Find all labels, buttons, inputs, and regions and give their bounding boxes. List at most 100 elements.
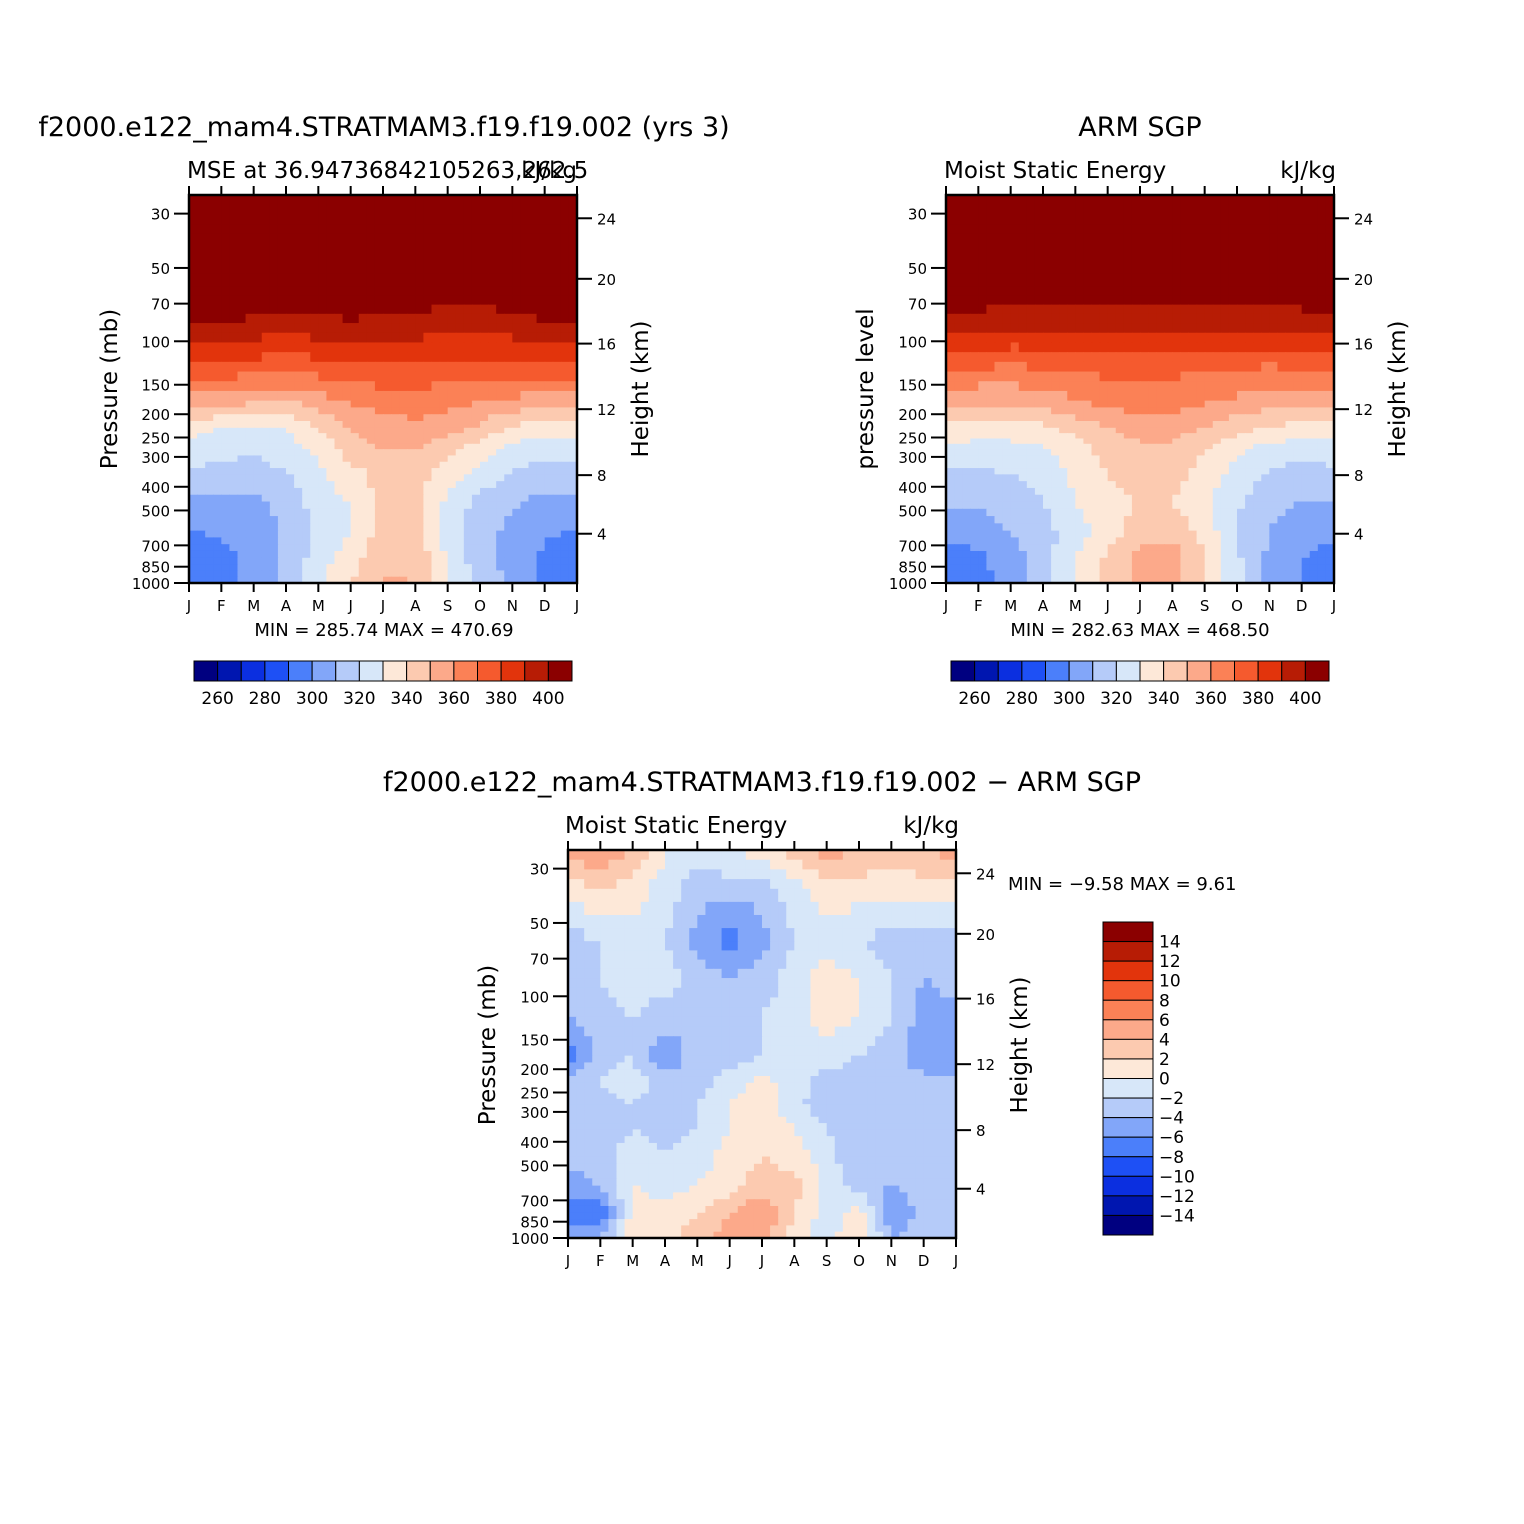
- contour-cell: [189, 474, 198, 482]
- contour-cell: [528, 523, 538, 532]
- contour-cell: [455, 438, 465, 445]
- contour-cell: [480, 557, 489, 565]
- contour-cell: [1140, 455, 1149, 463]
- panel-model-ylabel: Pressure (mb): [97, 309, 123, 469]
- contour-cell: [954, 361, 963, 373]
- contour-cell: [970, 342, 979, 353]
- contour-cell: [946, 537, 955, 545]
- contour-cell: [1018, 443, 1028, 450]
- contour-cell: [415, 407, 425, 415]
- contour-cell: [302, 313, 311, 324]
- contour-cell: [1018, 438, 1028, 445]
- contour-cell: [391, 523, 400, 532]
- contour-cell: [504, 537, 513, 545]
- contour-cell: [383, 508, 392, 517]
- contour-cell: [962, 407, 971, 415]
- contour-cell: [1293, 468, 1303, 475]
- contour-cell: [1325, 224, 1335, 235]
- contour-cell: [1220, 421, 1230, 429]
- contour-cell: [1059, 390, 1068, 402]
- contour-cell: [480, 323, 489, 334]
- contour-cell: [1083, 407, 1093, 415]
- contour-cell: [366, 352, 376, 363]
- contour-cell: [431, 508, 441, 517]
- contour-cell: [1083, 352, 1093, 363]
- contour-cell: [471, 407, 481, 415]
- contour-cell: [1293, 427, 1303, 434]
- contour-cell: [544, 371, 554, 382]
- contour-cell: [1172, 468, 1182, 475]
- contour-cell: [447, 381, 457, 392]
- contour-cell: [544, 487, 554, 496]
- contour-cell: [1228, 494, 1238, 503]
- contour-cell: [310, 544, 319, 552]
- contour-cell: [1107, 550, 1117, 559]
- contour-cell: [407, 433, 416, 440]
- contour-cell: [1083, 427, 1093, 434]
- contour-cell: [1067, 468, 1076, 475]
- contour-cell: [334, 474, 344, 482]
- contour-cell: [1148, 433, 1157, 440]
- contour-cell: [253, 371, 263, 382]
- contour-cell: [1131, 570, 1141, 578]
- contour-cell: [1293, 381, 1303, 392]
- contour-cell: [1026, 427, 1036, 434]
- contour-cell: [205, 381, 214, 392]
- contour-cell: [762, 869, 771, 880]
- contour-cell: [1156, 516, 1165, 524]
- contour-cell: [318, 449, 328, 457]
- contour-cell: [1051, 474, 1060, 482]
- contour-cell: [1180, 259, 1190, 274]
- contour-cell: [978, 494, 988, 503]
- contour-cell: [512, 195, 522, 206]
- contour-cell: [520, 537, 530, 545]
- contour-cell: [350, 342, 360, 353]
- contour-cell: [326, 501, 336, 510]
- contour-cell: [1107, 352, 1117, 363]
- contour-cell: [463, 530, 473, 539]
- contour-cell: [1204, 550, 1214, 559]
- contour-cell: [1140, 407, 1149, 415]
- contour-cell: [1115, 214, 1125, 225]
- contour-cell: [277, 508, 287, 517]
- contour-cell: [253, 246, 263, 261]
- contour-cell: [1115, 352, 1125, 363]
- contour-cell: [205, 273, 214, 287]
- contour-cell: [1091, 576, 1101, 584]
- contour-cell: [994, 461, 1004, 469]
- contour-cell: [245, 564, 255, 571]
- contour-cell: [1196, 361, 1206, 373]
- contour-cell: [1228, 407, 1238, 415]
- contour-cell: [374, 576, 384, 584]
- contour-cell: [197, 361, 206, 373]
- contour-cell: [1059, 433, 1068, 440]
- contour-cell: [1156, 204, 1165, 215]
- contour-cell: [1204, 332, 1214, 344]
- contour-cell: [1099, 443, 1109, 450]
- contour-cell: [302, 427, 311, 434]
- contour-cell: [431, 461, 441, 469]
- contour-cell: [962, 564, 971, 571]
- contour-cell: [1261, 407, 1270, 415]
- contour-cell: [528, 195, 538, 206]
- contour-cell: [970, 508, 979, 517]
- contour-cell: [1277, 295, 1287, 306]
- contour-cell: [302, 361, 311, 373]
- contour-cell: [1156, 564, 1165, 571]
- contour-cell: [1172, 570, 1182, 578]
- contour-cell: [1091, 508, 1101, 517]
- contour-cell: [286, 449, 295, 457]
- contour-cell: [277, 576, 287, 584]
- contour-cell: [528, 474, 538, 482]
- contour-cell: [520, 443, 530, 450]
- contour-cell: [1301, 414, 1311, 422]
- contour-cell: [1188, 400, 1198, 409]
- contour-cell: [1083, 474, 1093, 482]
- contour-cell: [205, 501, 214, 510]
- contour-cell: [1140, 494, 1149, 503]
- contour-cell: [213, 530, 222, 539]
- contour-cell: [1317, 323, 1327, 334]
- contour-cell: [1067, 407, 1076, 415]
- contour-cell: [1010, 494, 1020, 503]
- contour-cell: [1325, 323, 1335, 334]
